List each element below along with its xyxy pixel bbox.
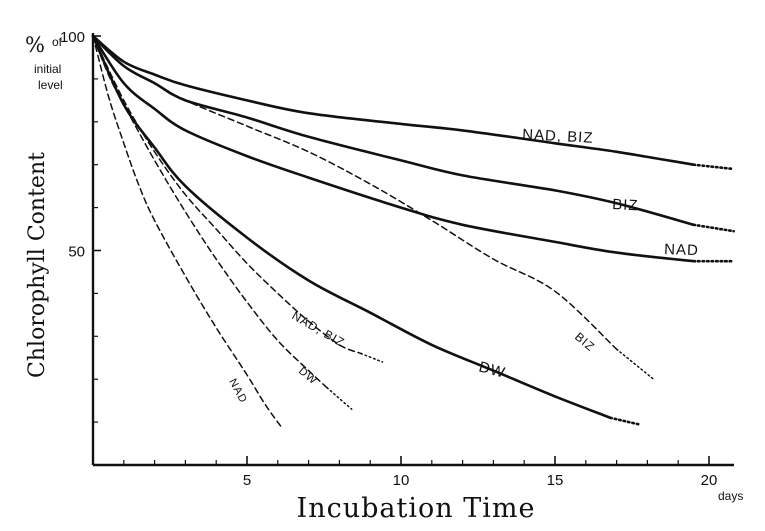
y-tick-label: 100 xyxy=(60,29,85,46)
x-axis-unit: days xyxy=(718,489,743,503)
series-line-solid-dw xyxy=(91,34,612,420)
series-extension-dashed-nad-biz xyxy=(360,352,384,363)
series-line-solid-nad xyxy=(91,34,695,263)
y-tick-label: 50 xyxy=(68,244,85,261)
x-tick-label: 10 xyxy=(393,472,410,489)
series-label-solid-dw: DW xyxy=(477,358,507,381)
series-label-solid-biz: BIZ xyxy=(612,196,639,214)
series-line-solid-nad-biz xyxy=(91,34,695,166)
y-unit-initial: initial xyxy=(34,62,61,76)
x-tick-label: 5 xyxy=(243,472,251,489)
series-line-dashed-biz xyxy=(92,35,618,350)
x-tick-label: 15 xyxy=(547,472,564,489)
series-label-dashed-dw: DW xyxy=(296,365,319,387)
y-axis-title: Chlorophyll Content xyxy=(25,152,50,378)
y-unit-percent: % xyxy=(25,33,45,57)
series-line-dashed-dw xyxy=(92,35,328,389)
series-line-dashed-nad xyxy=(92,35,282,428)
x-axis-title: Incubation Time xyxy=(297,493,536,524)
y-unit-level: level xyxy=(38,78,63,92)
series-extension-solid-dw xyxy=(609,416,640,426)
series-extension-dashed-biz xyxy=(615,348,655,380)
ticks: 50 100 5 10 15 20 xyxy=(60,29,717,489)
series-extension-dashed-dw xyxy=(326,387,353,410)
series-line-dashed-nad-biz xyxy=(92,35,362,355)
series-label-solid-nad-biz: NAD, BIZ xyxy=(522,126,594,147)
series-label-dashed-biz: BIZ xyxy=(572,330,598,355)
series-label-dashed-nad: NAD xyxy=(226,377,249,406)
series-label-solid-nad: NAD xyxy=(664,241,699,259)
series-labels: NAD, BIZ BIZ NAD DW BIZ NAD, BIZ DW NAD xyxy=(226,126,699,406)
series-extension-solid-nad-biz xyxy=(692,163,735,171)
series-layer xyxy=(91,34,735,428)
series-extension-solid-biz xyxy=(692,223,735,233)
x-tick-label: 20 xyxy=(701,472,718,489)
series-label-dashed-nad-biz: NAD, BIZ xyxy=(290,308,348,349)
y-unit-of: of xyxy=(52,35,63,49)
